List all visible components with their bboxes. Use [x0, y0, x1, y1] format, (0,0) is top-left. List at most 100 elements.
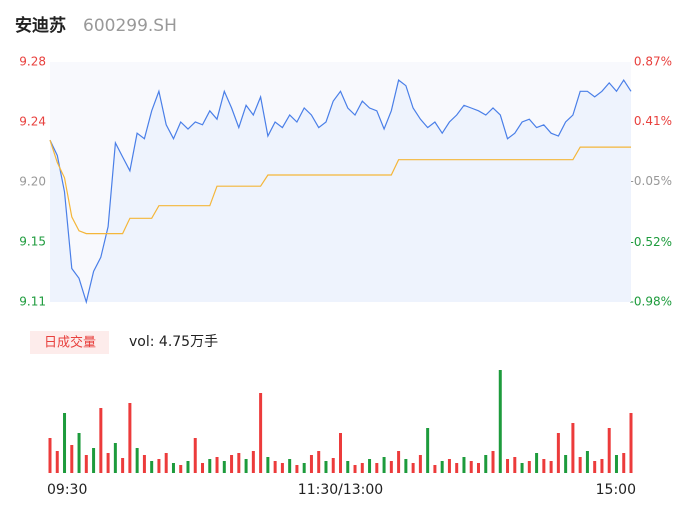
volume-bar	[397, 451, 401, 473]
volume-bar	[404, 459, 408, 473]
volume-bar	[578, 457, 582, 473]
volume-bar	[179, 465, 183, 473]
volume-bar	[346, 461, 350, 473]
volume-bar	[368, 459, 372, 473]
volume-bar	[614, 455, 618, 473]
volume-bar	[440, 461, 444, 473]
volume-bar	[121, 458, 125, 473]
volume-bar	[375, 463, 379, 473]
stock-code: 600299.SH	[83, 16, 177, 36]
volume-bar	[520, 463, 524, 473]
volume-bar	[324, 461, 328, 473]
volume-bar	[600, 459, 604, 473]
y-tick-label: 9.11	[19, 295, 46, 309]
volume-bar	[266, 457, 270, 473]
volume-bar	[273, 461, 277, 473]
volume-label-bg	[30, 331, 109, 354]
volume-bar	[259, 393, 263, 473]
volume-bar	[498, 370, 502, 473]
y-tick-label: 9.24	[19, 115, 46, 129]
volume-bar	[201, 463, 205, 473]
volume-bar	[513, 457, 517, 473]
y2-tick-label: -0.52%	[630, 235, 672, 249]
y-tick-label: 9.28	[19, 55, 46, 69]
volume-bar	[607, 428, 611, 473]
volume-bar	[382, 457, 386, 473]
volume-bar	[280, 463, 284, 473]
volume-bar	[302, 463, 306, 473]
volume-bar	[339, 433, 342, 473]
volume-bar	[128, 403, 132, 473]
volume-bar	[527, 461, 531, 473]
price-area	[50, 80, 631, 302]
y2-tick-label: 0.87%	[634, 55, 672, 69]
volume-bar	[469, 461, 473, 473]
volume-bar	[84, 455, 88, 473]
volume-bar	[426, 428, 430, 473]
volume-bar	[564, 455, 568, 473]
volume-bar	[593, 461, 597, 473]
volume-bar	[171, 463, 175, 473]
stock-name: 安迪苏	[15, 15, 66, 36]
volume-bar	[208, 459, 212, 473]
volume-bar	[309, 455, 313, 473]
volume-bar	[476, 463, 480, 473]
volume-label: 日成交量	[44, 335, 96, 351]
volume-bar	[237, 453, 241, 473]
x-tick-label: 09:30	[47, 482, 87, 498]
series-line	[49, 139, 631, 235]
volume-summary: vol: 4.75万手	[129, 334, 218, 350]
volume-bar	[360, 463, 364, 473]
volume-bar	[556, 433, 560, 473]
volume-bar	[491, 451, 495, 473]
volume-bar	[622, 453, 626, 473]
volume-bar	[215, 457, 219, 473]
volume-bar	[222, 461, 226, 473]
series-line	[49, 78, 632, 305]
volume-bar	[331, 458, 335, 473]
volume-bar	[418, 455, 422, 473]
volume-bar	[506, 459, 510, 473]
y2-tick-label: 0.41%	[634, 114, 672, 128]
y2-tick-label: -0.98%	[630, 295, 672, 309]
volume-bar	[193, 438, 197, 473]
volume-bar	[484, 455, 488, 473]
volume-bar	[186, 461, 190, 473]
volume-bar	[230, 455, 234, 473]
volume-bar	[63, 413, 67, 473]
volume-bar	[157, 459, 161, 473]
volume-bar	[317, 451, 321, 473]
volume-bar	[106, 453, 110, 473]
volume-bar	[295, 465, 299, 473]
volume-bar	[164, 453, 168, 473]
volume-bar	[455, 463, 459, 473]
volume-bar	[353, 465, 357, 473]
volume-bar	[244, 459, 248, 473]
volume-bar	[55, 451, 59, 473]
volume-bar	[288, 459, 292, 473]
volume-bar	[542, 459, 546, 473]
volume-bar	[411, 463, 415, 473]
volume-bar	[571, 423, 575, 473]
y-tick-label: 9.20	[19, 175, 46, 189]
volume-bar	[389, 461, 393, 473]
volume-bar	[549, 461, 553, 473]
x-tick-label: 11:30/13:00	[298, 482, 383, 498]
volume-bar	[99, 408, 103, 473]
volume-bar	[447, 459, 451, 473]
volume-bar	[48, 438, 52, 473]
y2-tick-label: -0.05%	[630, 174, 672, 188]
volume-bar	[585, 451, 589, 473]
volume-bar	[70, 445, 74, 473]
x-tick-label: 15:00	[596, 482, 636, 498]
volume-bar	[535, 453, 539, 473]
volume-bar	[433, 465, 437, 473]
volume-bar	[462, 457, 466, 473]
volume-bar	[77, 433, 81, 473]
volume-bar	[150, 461, 154, 473]
volume-bar	[251, 451, 255, 473]
volume-bar	[113, 443, 117, 473]
volume-bar	[92, 448, 96, 473]
